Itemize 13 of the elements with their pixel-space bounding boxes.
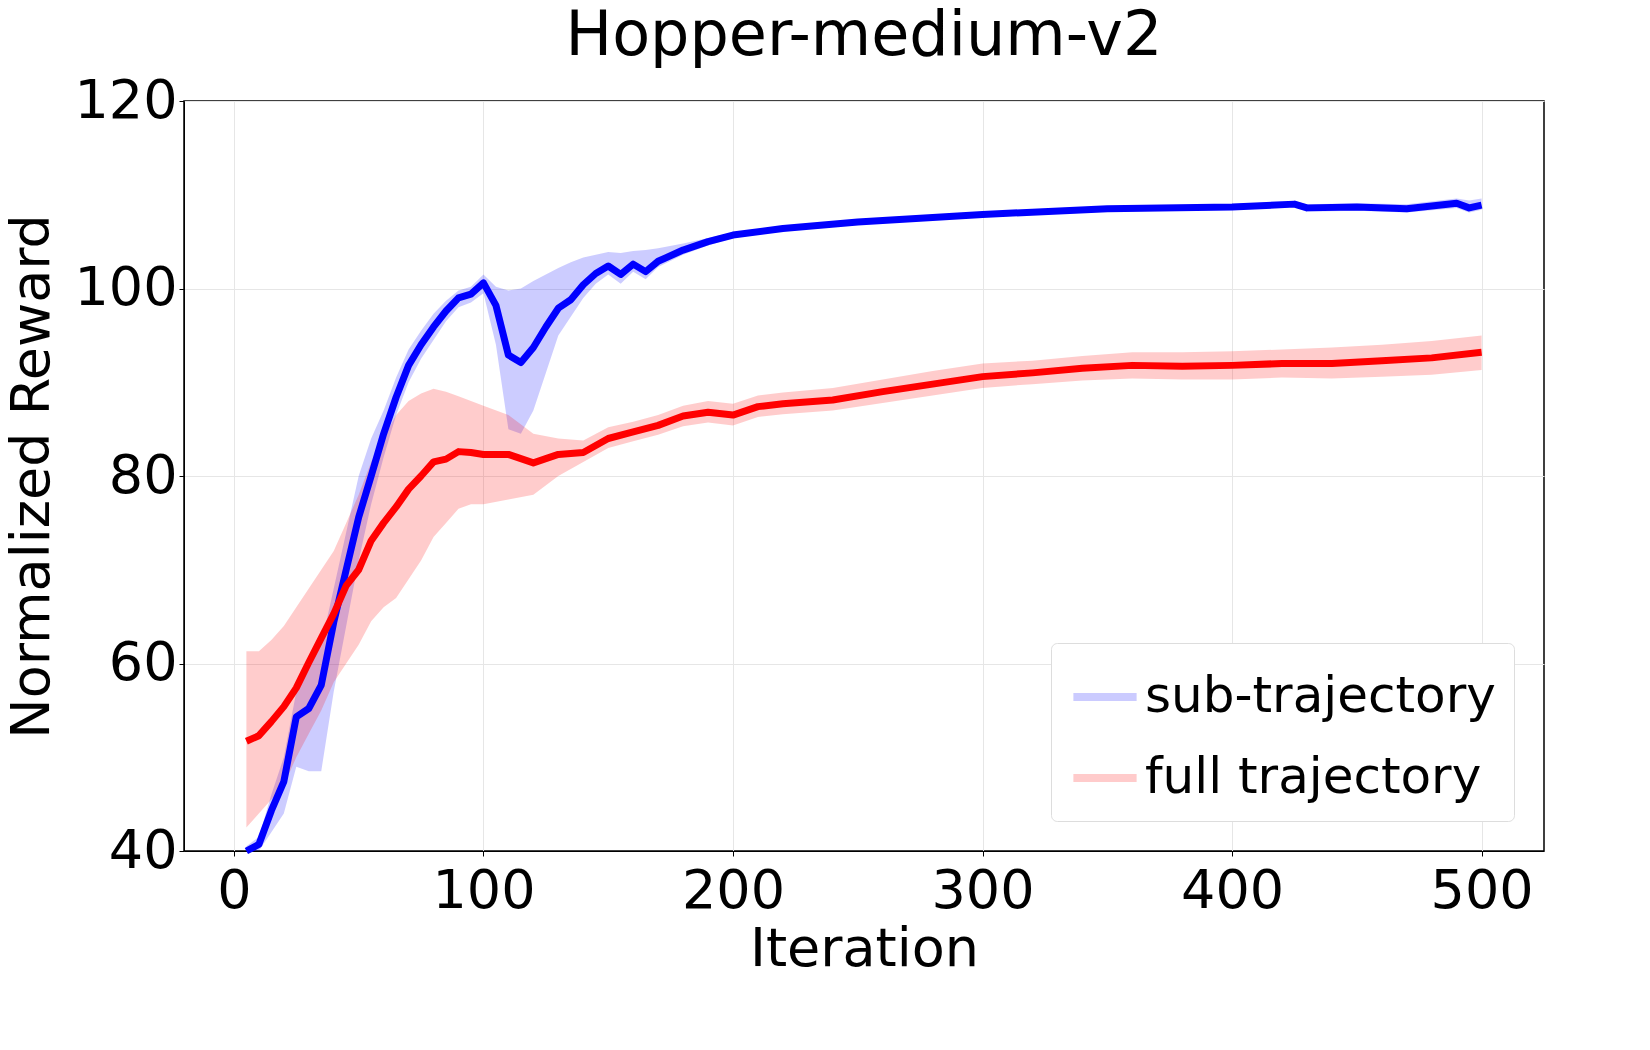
x-tick-label: 0 [217, 857, 252, 921]
chart-title: Hopper-medium-v2 [565, 0, 1163, 70]
y-tick-label: 80 [108, 442, 178, 506]
y-axis-title: Normalized Reward [0, 214, 63, 739]
y-tick-label: 120 [74, 67, 178, 131]
y-tick-label: 60 [108, 630, 178, 693]
y-tick-label: 100 [74, 255, 178, 318]
legend-label: sub-trajectory [1145, 666, 1496, 724]
x-tick-label: 400 [1181, 857, 1285, 921]
y-tick-label: 40 [108, 817, 178, 881]
legend-label: full trajectory [1145, 747, 1482, 805]
x-tick-label: 500 [1430, 857, 1534, 921]
x-tick-label: 100 [432, 857, 536, 921]
